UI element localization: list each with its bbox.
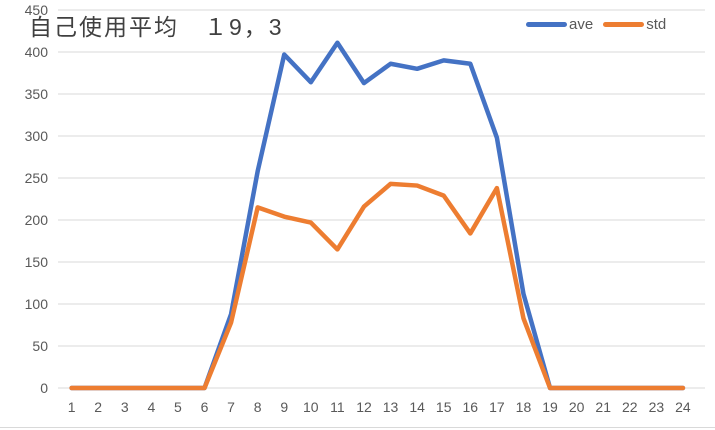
x-tick-label: 21 (595, 399, 611, 415)
x-tick-label: 1 (68, 399, 76, 415)
x-tick-label: 19 (542, 399, 558, 415)
series-line-std (69, 181, 686, 391)
x-tick-label: 20 (569, 399, 585, 415)
x-tick-label: 7 (227, 399, 235, 415)
y-tick-label: 400 (25, 44, 49, 60)
legend-swatch-ave (526, 22, 567, 27)
x-tick-label: 11 (330, 399, 345, 415)
x-tick-label: 3 (121, 399, 129, 415)
series-line-ave (69, 40, 686, 391)
legend-label-std: std (646, 16, 667, 33)
x-tick-label: 8 (254, 399, 262, 415)
x-tick-label: 5 (174, 399, 182, 415)
y-tick-label: 250 (25, 170, 49, 186)
y-tick-label: 0 (40, 380, 48, 396)
legend-item-std: std (603, 17, 666, 32)
x-tick-label: 24 (675, 399, 691, 415)
y-tick-label: 100 (25, 296, 49, 312)
x-tick-label: 16 (463, 399, 479, 415)
legend-label-ave: ave (569, 16, 594, 33)
y-tick-label: 150 (25, 254, 49, 270)
x-tick-label: 9 (280, 399, 288, 415)
y-tick-label: 50 (32, 338, 48, 354)
legend: ave std (526, 17, 666, 32)
y-tick-label: 350 (25, 86, 49, 102)
legend-swatch-std (603, 22, 645, 27)
x-tick-label: 18 (516, 399, 532, 415)
x-tick-label: 10 (303, 399, 319, 415)
x-tick-label: 12 (356, 399, 372, 415)
x-tick-label: 13 (383, 399, 399, 415)
x-tick-label: 14 (409, 399, 425, 415)
x-tick-label: 2 (94, 399, 102, 415)
legend-item-ave: ave (526, 17, 593, 32)
x-tick-label: 23 (649, 399, 665, 415)
x-tick-label: 15 (436, 399, 452, 415)
chart-title: 自己使用平均 １9，3 (29, 14, 284, 40)
y-tick-label: 450 (25, 2, 49, 18)
y-tick-label: 200 (25, 212, 49, 228)
x-tick-label: 6 (201, 399, 209, 415)
x-tick-label: 22 (622, 399, 638, 415)
x-tick-label: 4 (147, 399, 155, 415)
x-tick-label: 17 (489, 399, 505, 415)
y-tick-label: 300 (25, 128, 49, 144)
